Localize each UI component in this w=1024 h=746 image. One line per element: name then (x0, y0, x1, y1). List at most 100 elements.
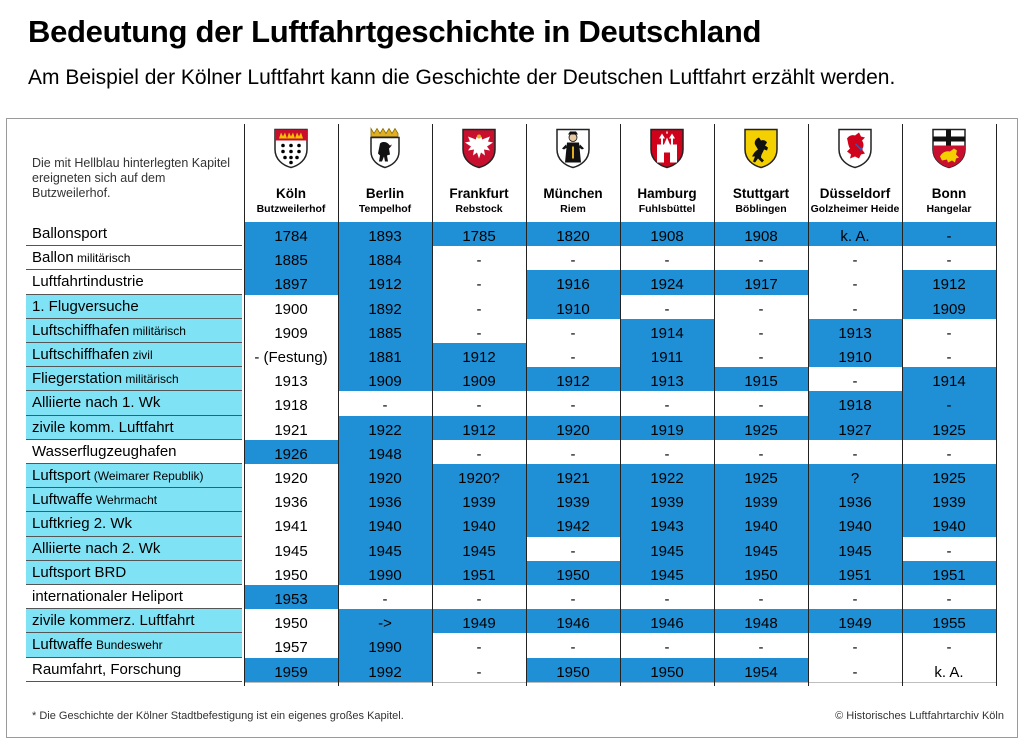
row-label-suffix: militärisch (122, 372, 179, 387)
row-label: Raumfahrt, Forschung (26, 657, 242, 682)
table-cell: 1910 (808, 343, 902, 368)
table-cell: - (902, 343, 996, 368)
column-header: Bonn Hangelar (902, 186, 996, 216)
table-cell: 1920? (432, 464, 526, 489)
table-cell: - (620, 439, 714, 464)
table-cell: - (714, 294, 808, 319)
column-divider (244, 124, 245, 686)
table-cell: 1939 (902, 488, 996, 513)
table-cell: 1936 (244, 488, 338, 513)
row-label: Alliierte nach 2. Wk (26, 536, 242, 561)
table-cell: 1912 (526, 367, 620, 392)
table-cell: - (432, 585, 526, 610)
airfield-name: Riem (560, 203, 586, 215)
airfield-name: Fuhlsbüttel (638, 203, 696, 215)
row-label-text: Luftfahrtindustrie (32, 273, 144, 291)
table-cell: 1914 (902, 367, 996, 392)
table-cell: - (902, 439, 996, 464)
table-cell: - (432, 294, 526, 319)
table-cell: 1913 (244, 367, 338, 392)
row-label-suffix: militärisch (73, 251, 131, 266)
table-cell: 1909 (338, 367, 432, 392)
table-cell: 1915 (714, 367, 808, 392)
table-cell: - (808, 294, 902, 319)
table-cell: 1885 (244, 246, 338, 271)
table-cell: - (902, 246, 996, 271)
table-cell: 1912 (338, 270, 432, 295)
koeln-crest (271, 124, 311, 179)
table-cell: 1919 (620, 415, 714, 440)
table-cell: - (714, 343, 808, 368)
column-header: Berlin Tempelhof (338, 186, 432, 216)
table-cell: 1936 (338, 488, 432, 513)
table-cell: 1925 (902, 415, 996, 440)
row-label: internationaler Heliport (26, 585, 242, 610)
column-divider (996, 124, 997, 686)
column-header: Hamburg Fuhlsbüttel (620, 186, 714, 216)
row-label: Luftschiffhafen militärisch (26, 318, 242, 343)
table-cell: 1959 (244, 657, 338, 682)
table-cell: 1939 (526, 488, 620, 513)
column-header: Stuttgart Böblingen (714, 186, 808, 216)
airfield-name: Golzheimer Heide (810, 203, 900, 215)
table-cell: 1881 (338, 343, 432, 368)
row-label-suffix: militärisch (129, 323, 186, 338)
table-cell: - (714, 246, 808, 271)
city-name: Düsseldorf (819, 186, 891, 201)
table-cell: 1922 (338, 415, 432, 440)
table-cell: 1949 (808, 609, 902, 634)
table-cell: 1917 (714, 270, 808, 295)
table-cell: 1950 (526, 560, 620, 585)
table-cell: 1950 (620, 657, 714, 682)
table-cell: 1946 (620, 609, 714, 634)
table-cell: 1942 (526, 512, 620, 537)
table-cell: - (714, 633, 808, 658)
table-cell: 1954 (714, 657, 808, 682)
row-label-suffix: Wehrmacht (92, 493, 158, 508)
table-cell: - (526, 536, 620, 561)
table-cell: k. A. (808, 222, 902, 247)
table-cell: 1927 (808, 415, 902, 440)
table-cell: - (338, 585, 432, 610)
row-label-suffix: (Weimarer Republik) (90, 469, 204, 483)
city-name: Hamburg (637, 186, 697, 201)
table-cell: 1909 (432, 367, 526, 392)
copyright: © Historisches Luftfahrtarchiv Köln (835, 710, 1004, 722)
table-cell: - (808, 633, 902, 658)
table-cell: 1920 (244, 464, 338, 489)
table-cell: 1909 (902, 294, 996, 319)
table-cell: - (338, 391, 432, 416)
table-cell: 1955 (902, 609, 996, 634)
table-cell: 1900 (244, 294, 338, 319)
table-cell: 1925 (902, 464, 996, 489)
table-cell: 1912 (902, 270, 996, 295)
table-cell: 1925 (714, 464, 808, 489)
table-cell: 1918 (244, 391, 338, 416)
table-cell: - (808, 439, 902, 464)
table-cell: - (432, 391, 526, 416)
table-cell: 1990 (338, 560, 432, 585)
table-cell: - (902, 536, 996, 561)
row-label-text: Ballon (32, 249, 74, 267)
table-cell: 1940 (338, 512, 432, 537)
table-cell: 1920 (338, 464, 432, 489)
table-cell: 1892 (338, 294, 432, 319)
column-header: Frankfurt Rebstock (432, 186, 526, 216)
table-cell: 1912 (432, 343, 526, 368)
column-divider (338, 124, 339, 686)
table-frame (6, 118, 1018, 738)
footnote: * Die Geschichte der Kölner Stadtbefesti… (32, 710, 404, 722)
table-cell: - (526, 246, 620, 271)
table-cell: 1897 (244, 270, 338, 295)
airfield-name: Tempelhof (358, 203, 412, 215)
table-cell: 1950 (244, 560, 338, 585)
row-label-text: Luftkrieg 2. Wk (32, 515, 133, 533)
row-label: Luftsport BRD (26, 560, 242, 585)
row-label: Luftsport (Weimarer Republik) (26, 464, 242, 489)
table-cell: 1945 (714, 536, 808, 561)
row-label-text: Luftwaffe (32, 491, 93, 509)
row-label: Alliierte nach 1. Wk (26, 391, 242, 416)
column-divider (808, 124, 809, 686)
table-cell: 1939 (620, 488, 714, 513)
hamburg-crest (647, 124, 687, 179)
